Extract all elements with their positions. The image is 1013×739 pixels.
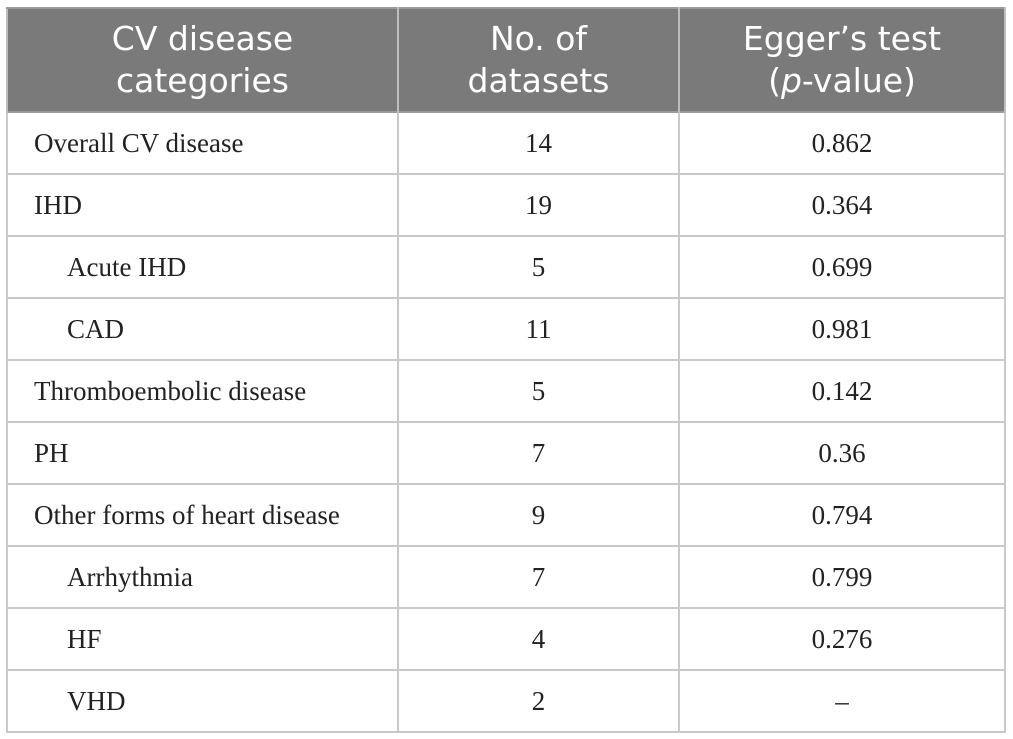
cell-pvalue: 0.799 (678, 545, 1006, 609)
header-eggers-test: Egger’s test (p-value) (678, 7, 1006, 112)
cell-pvalue: 0.276 (678, 607, 1006, 671)
egger-test-table: CV disease categories No. of datasets Eg… (6, 7, 1006, 733)
table-row: CAD 11 0.981 (6, 297, 1006, 361)
header-line-1: Egger’s test (742, 19, 942, 58)
cell-datasets: 7 (397, 545, 680, 609)
header-cv-disease-categories: CV disease categories (6, 7, 399, 112)
cell-datasets: 5 (397, 235, 680, 299)
header-line-2: categories (8, 60, 397, 102)
header-line-1: No. of (489, 19, 588, 58)
cell-category: CAD (6, 297, 399, 361)
cell-pvalue: 0.794 (678, 483, 1006, 547)
cell-category: Other forms of heart disease (6, 483, 399, 547)
header-no-of-datasets: No. of datasets (397, 7, 680, 112)
table-row: PH 7 0.36 (6, 421, 1006, 485)
cell-datasets: 5 (397, 359, 680, 423)
cell-category: PH (6, 421, 399, 485)
header-text: datasets (467, 61, 610, 100)
table-row: VHD 2 – (6, 669, 1006, 733)
cell-datasets: 2 (397, 669, 680, 733)
table-body: Overall CV disease 14 0.862 IHD 19 0.364… (6, 111, 1006, 733)
cell-pvalue: 0.142 (678, 359, 1006, 423)
cell-category: Overall CV disease (6, 111, 399, 175)
cell-pvalue: 0.862 (678, 111, 1006, 175)
cell-datasets: 4 (397, 607, 680, 671)
cell-pvalue: 0.981 (678, 297, 1006, 361)
header-text: ( (768, 61, 781, 100)
egger-test-table-container: CV disease categories No. of datasets Eg… (6, 7, 1006, 733)
cell-datasets: 14 (397, 111, 680, 175)
header-text: categories (116, 61, 289, 100)
table-row: Overall CV disease 14 0.862 (6, 111, 1006, 175)
cell-category: VHD (6, 669, 399, 733)
cell-category: IHD (6, 173, 399, 237)
cell-category: HF (6, 607, 399, 671)
header-line-2: datasets (399, 60, 678, 102)
header-row: CV disease categories No. of datasets Eg… (6, 7, 1006, 112)
table-row: HF 4 0.276 (6, 607, 1006, 671)
header-line-2: (p-value) (680, 60, 1004, 102)
table-row: IHD 19 0.364 (6, 173, 1006, 237)
cell-category: Arrhythmia (6, 545, 399, 609)
cell-pvalue: 0.699 (678, 235, 1006, 299)
cell-datasets: 19 (397, 173, 680, 237)
cell-datasets: 7 (397, 421, 680, 485)
table-row: Other forms of heart disease 9 0.794 (6, 483, 1006, 547)
cell-category: Thromboembolic disease (6, 359, 399, 423)
cell-pvalue: – (678, 669, 1006, 733)
table-header: CV disease categories No. of datasets Eg… (6, 7, 1006, 112)
cell-pvalue: 0.36 (678, 421, 1006, 485)
table-row: Acute IHD 5 0.699 (6, 235, 1006, 299)
cell-category: Acute IHD (6, 235, 399, 299)
table-row: Thromboembolic disease 5 0.142 (6, 359, 1006, 423)
cell-pvalue: 0.364 (678, 173, 1006, 237)
header-line-1: CV disease (111, 19, 294, 58)
cell-datasets: 11 (397, 297, 680, 361)
cell-datasets: 9 (397, 483, 680, 547)
header-text: -value) (801, 61, 916, 100)
header-italic-p: p (780, 61, 802, 100)
table-row: Arrhythmia 7 0.799 (6, 545, 1006, 609)
